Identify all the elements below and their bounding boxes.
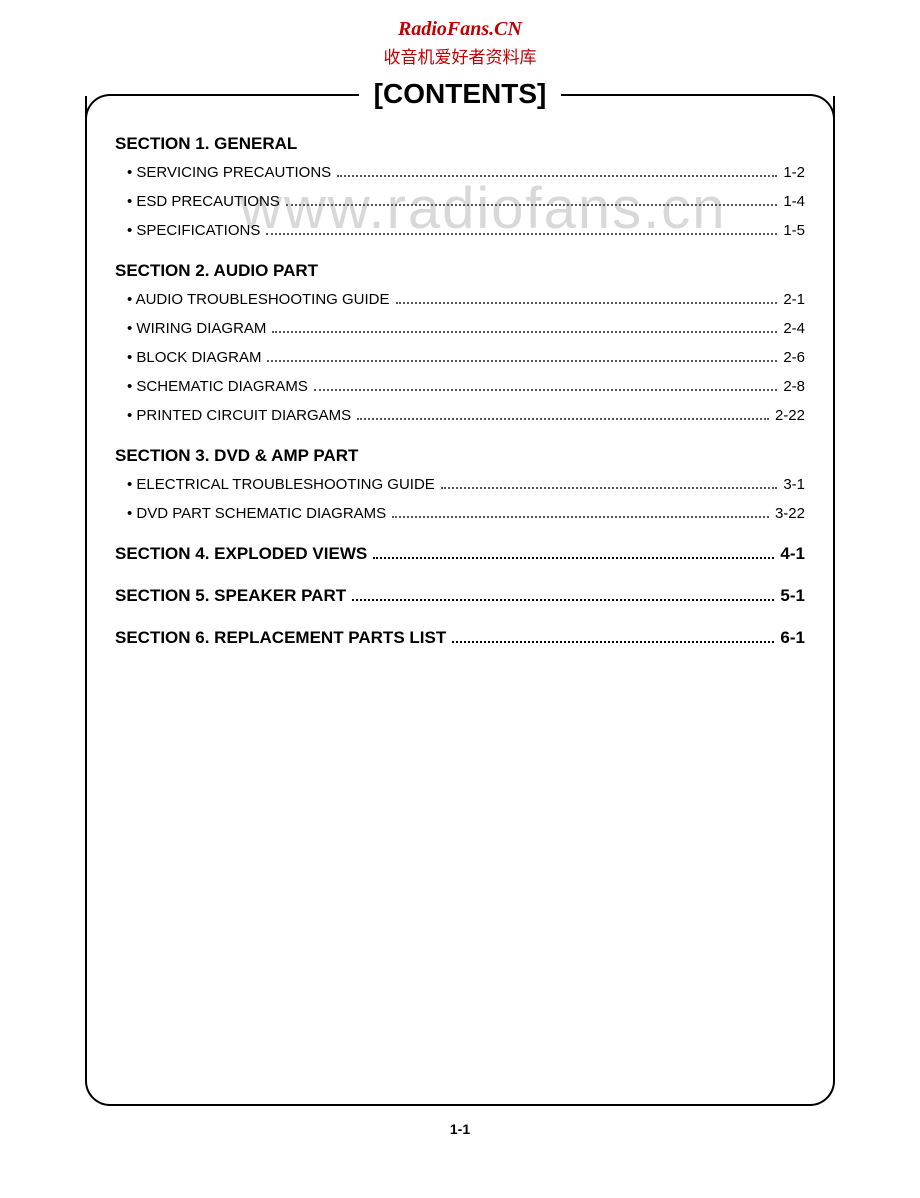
toc-page: 2-22	[775, 407, 805, 424]
toc-row: • BLOCK DIAGRAM 2-6	[115, 349, 805, 366]
section-row-page: 5-1	[780, 586, 805, 606]
toc-dots	[272, 331, 777, 333]
toc-row: • SCHEMATIC DIAGRAMS 2-8	[115, 378, 805, 395]
toc-label: • SPECIFICATIONS	[127, 222, 260, 239]
toc-row: • ESD PRECAUTIONS 1-4	[115, 193, 805, 210]
toc-dots	[373, 557, 774, 559]
section-row: SECTION 4. EXPLODED VIEWS 4-1	[115, 544, 805, 564]
toc-page: 2-8	[783, 378, 805, 395]
toc-label: • ELECTRICAL TROUBLESHOOTING GUIDE	[127, 476, 435, 493]
toc-dots	[266, 233, 777, 235]
toc-row: • ELECTRICAL TROUBLESHOOTING GUIDE 3-1	[115, 476, 805, 493]
contents-container: [CONTENTS] SECTION 1. GENERAL • SERVICIN…	[85, 94, 835, 1137]
toc-label: • WIRING DIAGRAM	[127, 320, 266, 337]
section-row-label: SECTION 6. REPLACEMENT PARTS LIST	[115, 628, 446, 648]
toc-label: • SERVICING PRECAUTIONS	[127, 164, 331, 181]
contents-body: SECTION 1. GENERAL • SERVICING PRECAUTIO…	[85, 96, 835, 1106]
toc-dots	[396, 302, 778, 304]
toc-label: • AUDIO TROUBLESHOOTING GUIDE	[127, 291, 390, 308]
toc-dots	[352, 599, 774, 601]
toc-dots	[392, 516, 769, 518]
toc-dots	[452, 641, 774, 643]
toc-page: 1-4	[783, 193, 805, 210]
toc-label: • SCHEMATIC DIAGRAMS	[127, 378, 308, 395]
section-heading: SECTION 1. GENERAL	[115, 134, 805, 154]
header-subtitle: 收音机爱好者资料库	[0, 43, 920, 68]
section-row-label: SECTION 4. EXPLODED VIEWS	[115, 544, 367, 564]
contents-box: [CONTENTS] SECTION 1. GENERAL • SERVICIN…	[85, 94, 835, 1106]
toc-row: • SERVICING PRECAUTIONS 1-2	[115, 164, 805, 181]
toc-label: • PRINTED CIRCUIT DIARGAMS	[127, 407, 351, 424]
toc-label: • DVD PART SCHEMATIC DIAGRAMS	[127, 505, 386, 522]
section-heading: SECTION 3. DVD & AMP PART	[115, 446, 805, 466]
toc-dots	[441, 487, 778, 489]
toc-page: 2-1	[783, 291, 805, 308]
page-number: 1-1	[85, 1121, 835, 1137]
toc-label: • ESD PRECAUTIONS	[127, 193, 280, 210]
toc-row: • SPECIFICATIONS 1-5	[115, 222, 805, 239]
contents-title: [CONTENTS]	[359, 78, 562, 110]
toc-page: 2-6	[783, 349, 805, 366]
toc-row: • WIRING DIAGRAM 2-4	[115, 320, 805, 337]
toc-page: 3-1	[783, 476, 805, 493]
section-row-label: SECTION 5. SPEAKER PART	[115, 586, 346, 606]
toc-row: • PRINTED CIRCUIT DIARGAMS 2-22	[115, 407, 805, 424]
section-heading: SECTION 2. AUDIO PART	[115, 261, 805, 281]
toc-dots	[357, 418, 769, 420]
toc-row: • AUDIO TROUBLESHOOTING GUIDE 2-1	[115, 291, 805, 308]
toc-page: 3-22	[775, 505, 805, 522]
box-top-line-left	[110, 94, 359, 96]
toc-dots	[286, 204, 778, 206]
toc-page: 1-2	[783, 164, 805, 181]
section-row-page: 6-1	[780, 628, 805, 648]
toc-dots	[267, 360, 777, 362]
toc-row: • DVD PART SCHEMATIC DIAGRAMS 3-22	[115, 505, 805, 522]
section-row-page: 4-1	[780, 544, 805, 564]
section-row: SECTION 5. SPEAKER PART 5-1	[115, 586, 805, 606]
toc-label: • BLOCK DIAGRAM	[127, 349, 261, 366]
box-top-line-right	[561, 94, 810, 96]
toc-page: 1-5	[783, 222, 805, 239]
toc-page: 2-4	[783, 320, 805, 337]
section-row: SECTION 6. REPLACEMENT PARTS LIST 6-1	[115, 628, 805, 648]
header-title: RadioFans.CN	[0, 0, 920, 41]
toc-dots	[314, 389, 777, 391]
toc-dots	[337, 175, 777, 177]
